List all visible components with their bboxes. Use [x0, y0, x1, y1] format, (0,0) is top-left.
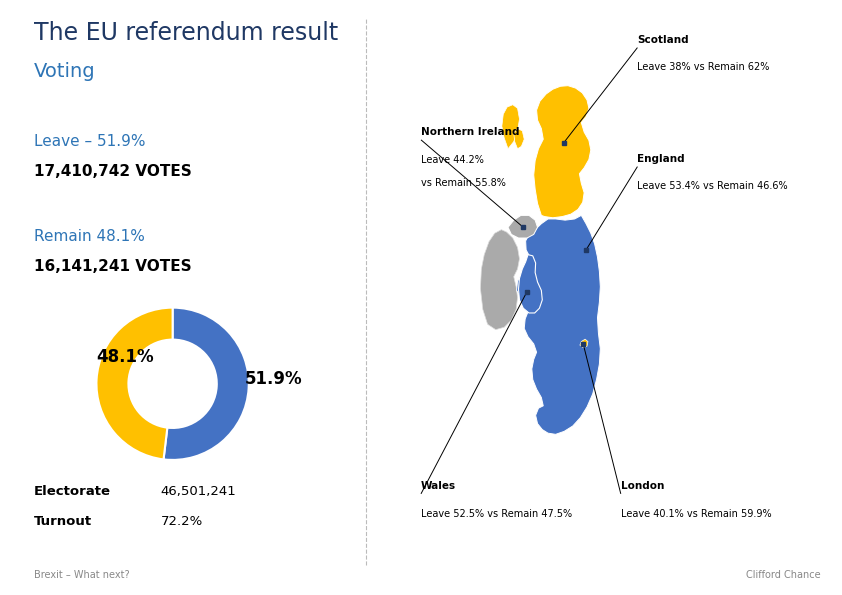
- Text: England: England: [637, 154, 685, 164]
- Text: Leave 44.2%: Leave 44.2%: [421, 155, 484, 165]
- Text: London: London: [621, 481, 664, 491]
- Wedge shape: [163, 308, 248, 460]
- Polygon shape: [502, 105, 520, 149]
- Polygon shape: [514, 129, 525, 149]
- Polygon shape: [481, 230, 520, 330]
- Text: vs Remain 55.8%: vs Remain 55.8%: [421, 178, 506, 189]
- Text: 16,141,241 VOTES: 16,141,241 VOTES: [34, 259, 191, 274]
- Text: 51.9%: 51.9%: [245, 369, 302, 388]
- Text: Leave 38% vs Remain 62%: Leave 38% vs Remain 62%: [637, 62, 770, 73]
- Text: 46,501,241: 46,501,241: [161, 485, 237, 498]
- Text: Scotland: Scotland: [637, 35, 689, 45]
- Text: Leave – 51.9%: Leave – 51.9%: [34, 134, 146, 149]
- Text: Clifford Chance: Clifford Chance: [746, 570, 821, 580]
- Polygon shape: [519, 255, 542, 313]
- Polygon shape: [508, 215, 537, 238]
- Wedge shape: [97, 308, 173, 459]
- Text: Leave 53.4% vs Remain 46.6%: Leave 53.4% vs Remain 46.6%: [637, 181, 788, 192]
- Text: 48.1%: 48.1%: [97, 349, 154, 367]
- Polygon shape: [534, 86, 591, 218]
- Text: Brexit – What next?: Brexit – What next?: [34, 570, 130, 580]
- Polygon shape: [580, 339, 588, 347]
- Text: Turnout: Turnout: [34, 515, 92, 528]
- Text: 17,410,742 VOTES: 17,410,742 VOTES: [34, 164, 191, 178]
- Text: Leave 40.1% vs Remain 59.9%: Leave 40.1% vs Remain 59.9%: [621, 509, 771, 519]
- Text: Remain 48.1%: Remain 48.1%: [34, 229, 145, 244]
- Text: Wales: Wales: [421, 481, 456, 491]
- Text: The EU referendum result: The EU referendum result: [34, 21, 338, 45]
- Text: 72.2%: 72.2%: [161, 515, 203, 528]
- Text: Voting: Voting: [34, 62, 95, 82]
- Text: Electorate: Electorate: [34, 485, 111, 498]
- Polygon shape: [517, 215, 600, 434]
- Text: Leave 52.5% vs Remain 47.5%: Leave 52.5% vs Remain 47.5%: [421, 509, 572, 519]
- Text: Northern Ireland: Northern Ireland: [421, 127, 520, 137]
